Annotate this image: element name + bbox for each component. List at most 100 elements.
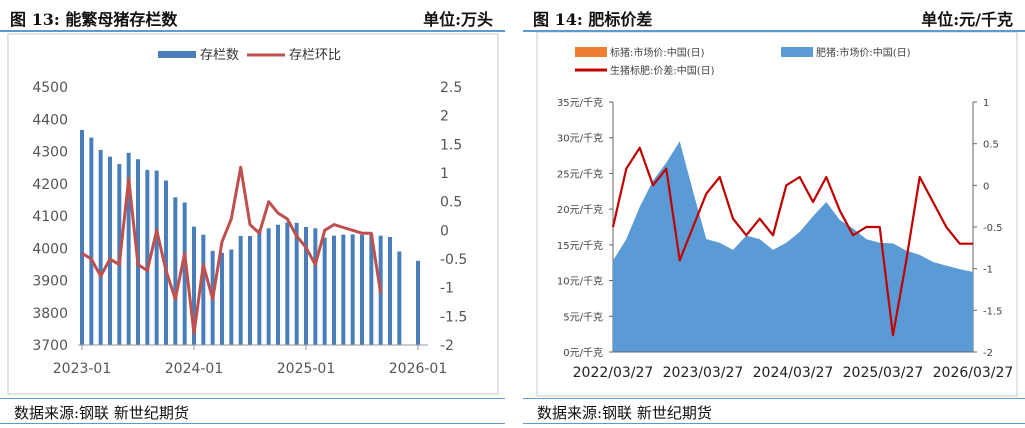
inventory-bar [229,249,234,345]
y-right-tick-label: -2 [440,338,454,354]
inventory-bar [201,234,206,345]
x-tick-label: 2022/03/27 [573,365,654,381]
inventory-bar [285,222,290,345]
inventory-bar [294,222,299,345]
left-figure-title: 图 13: 能繁母猪存栏数 [10,10,178,29]
inventory-bar [332,235,336,345]
inventory-bar [238,235,243,345]
inventory-bar [257,229,262,345]
inventory-bar [397,251,402,345]
y-right-tick-label: 0.5 [440,195,462,211]
legend-swatch-bar [158,51,196,58]
left-panel: 图 13: 能繁母猪存栏数 单位:万头 存栏数 存栏环比 3700 3800 3900 4… [0,0,505,428]
y-right-tick-label: -1.5 [983,306,1003,317]
legend-label-fat-pig: 肥猪:市场价:中国(日) [816,46,911,59]
x-tick-label: 2023-01 [53,361,112,377]
fat-pig-price-area [613,141,973,352]
y-right-tick-label: -0.5 [983,223,1003,234]
inventory-bar [182,202,187,345]
y-right-tick-label: 1 [983,98,989,109]
inventory-bar [220,252,224,345]
left-unit-label: 单位:万头 [423,10,493,29]
inventory-bar [164,180,168,345]
sow-inventory-chart: 存栏数 存栏环比 3700 3800 3900 4000 4100 4200 4300 4400 4… [7,33,499,395]
y-left-tick-label: 4200 [32,177,68,193]
left-source-note: 数据来源:钢联 新世纪期货 [14,404,189,422]
inventory-bar [98,149,103,345]
y-right-tick-label: -2 [983,348,993,359]
right-footer-rule [523,423,1025,424]
inventory-bar [173,197,178,345]
left-footer-rule [0,423,505,424]
x-tick-label: 2025-01 [277,361,336,377]
fat-standard-spread-chart: 标猪:市场价:中国(日) 肥猪:市场价:中国(日) 生猪标肥:价差:中国(日) 0元/… [536,32,1018,397]
y-right-tick-label: 0 [983,181,989,192]
y-left-tick-label: 4500 [32,80,68,96]
y-left-tick-label: 4000 [32,241,68,257]
inventory-bar [89,137,94,345]
left-header: 图 13: 能繁母猪存栏数 单位:万头 [0,0,505,30]
inventory-bar [276,224,280,345]
legend-label-line: 存栏环比 [289,48,341,63]
y-left-tick-label: 15元/千克 [557,240,603,252]
y-left-tick-label: 20元/千克 [557,204,603,216]
y-right-tick-label: 2.5 [440,80,462,96]
inventory-bar [388,236,392,345]
right-header: 图 14: 肥标价差 单位:元/千克 [523,0,1025,30]
x-tick-label: 2026/03/27 [933,365,1014,381]
x-tick-label: 2024/03/27 [753,365,834,381]
y-right-tick-label: 2 [440,109,449,125]
inventory-bar [304,226,308,345]
right-unit-label: 单位:元/千克 [921,10,1013,29]
inventory-bar [341,234,346,345]
y-left-tick-label: 4100 [32,209,68,225]
inventory-bar [322,237,327,345]
y-right-tick-label: -0.5 [440,252,467,268]
inventory-bar [350,234,355,345]
y-right-tick-label: 0 [440,223,449,239]
left-top-rule [0,30,505,32]
x-tick-label: 2023/03/27 [663,365,744,381]
y-right-tick-label: -1 [440,281,454,297]
inventory-bar [248,235,252,345]
y-right-tick-label: 0.5 [983,140,999,151]
y-right-tick-label: 1 [440,166,449,182]
inventory-bar [192,226,196,345]
spread-line [611,146,973,337]
inventory-bar [145,169,150,345]
right-panel: 图 14: 肥标价差 单位:元/千克 标猪:市场价:中国(日) 肥猪:市场价:中国… [523,0,1025,428]
y-right-tick-label: -1 [983,265,993,276]
y-left-tick-label: 3700 [32,338,68,354]
right-bottom-rule [523,398,1025,399]
y-left-tick-label: 3800 [32,306,68,322]
y-right-tick-label: 1.5 [440,137,462,153]
inventory-bar [266,228,271,345]
left-bottom-rule [0,398,505,399]
inventory-bar [154,170,159,345]
x-tick-label: 2024-01 [165,361,224,377]
y-left-tick-label: 3900 [32,274,68,290]
mom-change-line [81,165,383,335]
right-source-note: 数据来源:钢联 新世纪期货 [537,404,712,422]
legend-label-bar: 存栏数 [200,48,239,63]
x-tick-label: 2026-01 [389,361,448,377]
y-left-tick-label: 35元/千克 [557,97,603,109]
y-left-tick-label: 4400 [32,112,68,128]
inventory-bar [80,129,84,345]
y-left-tick-label: 5元/千克 [563,311,603,323]
y-left-tick-label: 25元/千克 [557,168,603,180]
right-top-rule [523,30,1025,32]
legend-label-standard-pig: 标猪:市场价:中国(日) [610,46,705,59]
inventory-bar [360,234,364,345]
legend-swatch-standard-pig [575,47,607,57]
inventory-bar [416,260,420,345]
legend-swatch-fat-pig [781,47,813,57]
inventory-bar [108,156,112,345]
y-left-tick-label: 0元/千克 [563,347,603,359]
inventory-bar [313,228,318,345]
x-tick-label: 2025/03/27 [843,365,924,381]
legend-label-spread: 生猪标肥:价差:中国(日) [610,64,715,77]
y-left-tick-label: 30元/千克 [557,133,603,145]
y-left-tick-label: 4300 [32,145,68,161]
y-right-tick-label: -1.5 [440,309,467,325]
